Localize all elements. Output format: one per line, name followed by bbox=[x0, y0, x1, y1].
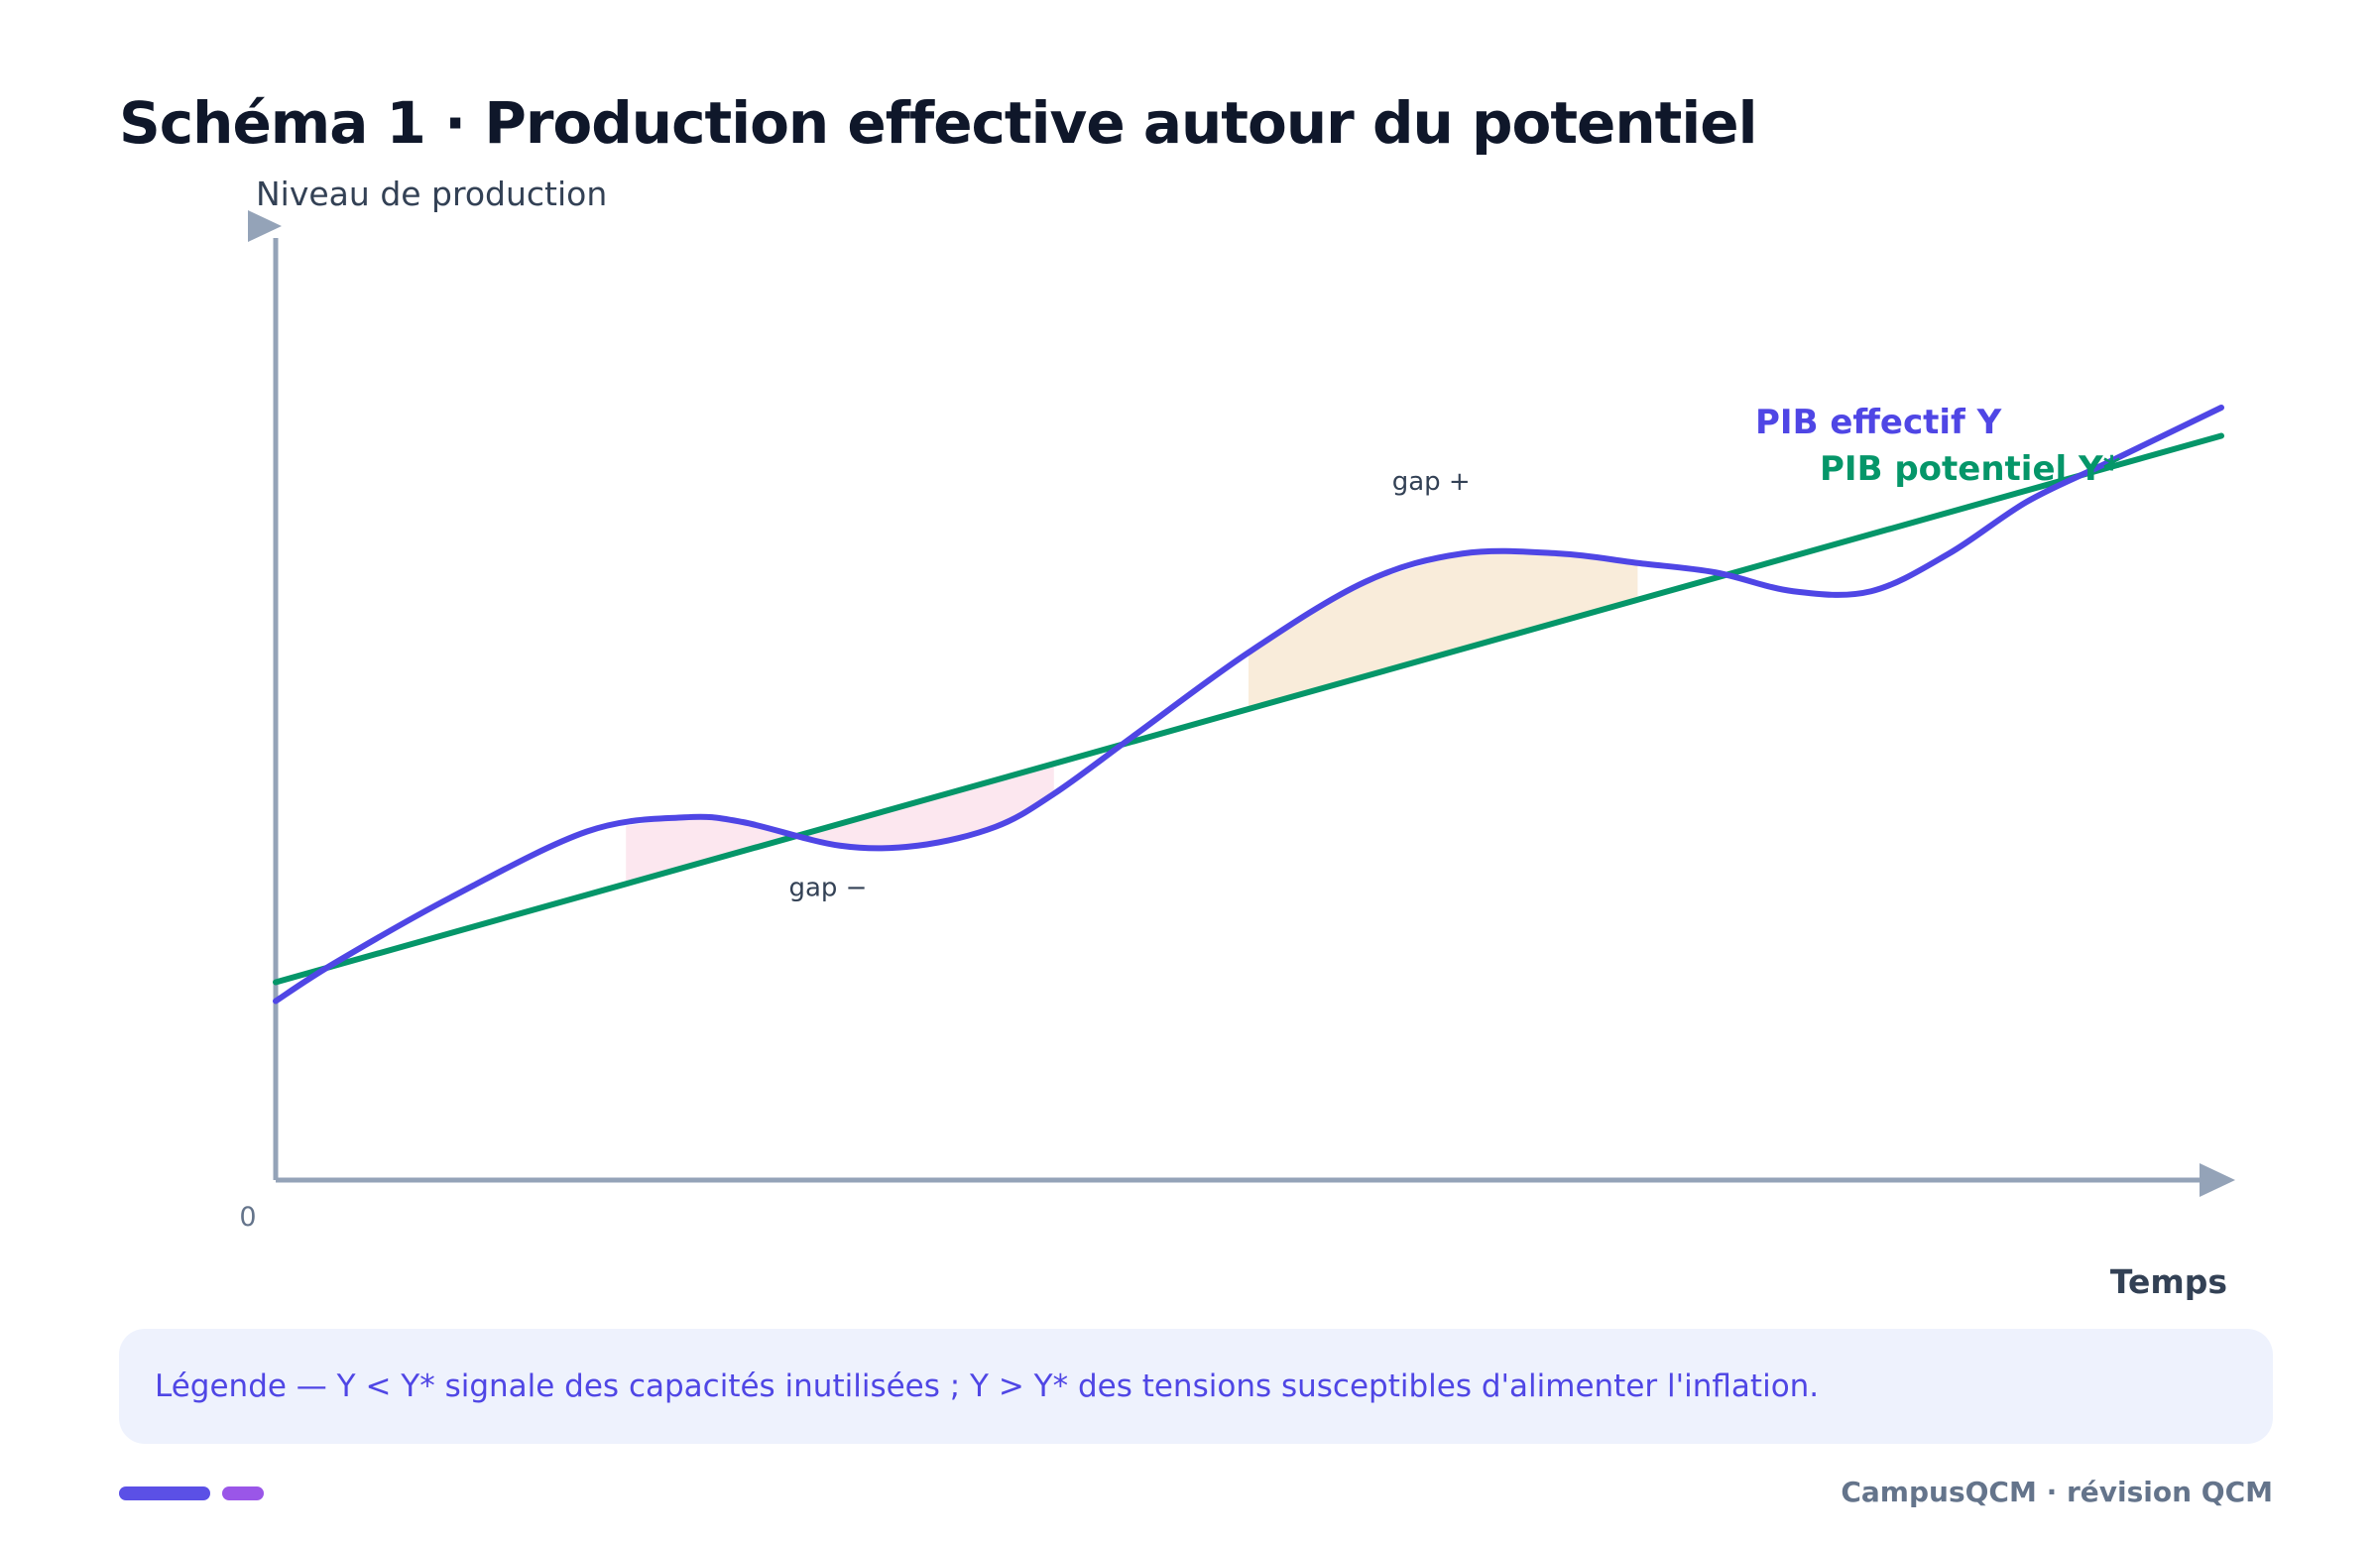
legend-text: Légende — Y < Y* signale des capacités i… bbox=[155, 1368, 1820, 1404]
origin-label: 0 bbox=[239, 1202, 256, 1233]
series-line-effective bbox=[273, 405, 2224, 1005]
series-label-effective: PIB effectif Y bbox=[1755, 403, 2002, 442]
gap-positive-label: gap + bbox=[1392, 467, 1471, 497]
footer-accent-dot bbox=[222, 1486, 264, 1500]
y-axis-arrow bbox=[248, 210, 282, 242]
gap-positive-region bbox=[1249, 553, 1638, 709]
footer-accent-bar bbox=[119, 1486, 210, 1500]
footer-brand: CampusQCM · révision QCM bbox=[1841, 1476, 2273, 1508]
series-line-potential bbox=[273, 432, 2224, 986]
x-axis-arrow bbox=[2200, 1163, 2235, 1197]
gap-negative-label: gap − bbox=[788, 874, 867, 903]
y-axis-label: Niveau de production bbox=[256, 175, 607, 213]
x-axis-label: Temps bbox=[2110, 1262, 2227, 1301]
page-title: Schéma 1 · Production effective autour d… bbox=[119, 89, 1758, 157]
legend-box: Légende — Y < Y* signale des capacités i… bbox=[119, 1329, 2273, 1444]
series-label-potential: PIB potentiel Y* bbox=[1820, 449, 2121, 489]
